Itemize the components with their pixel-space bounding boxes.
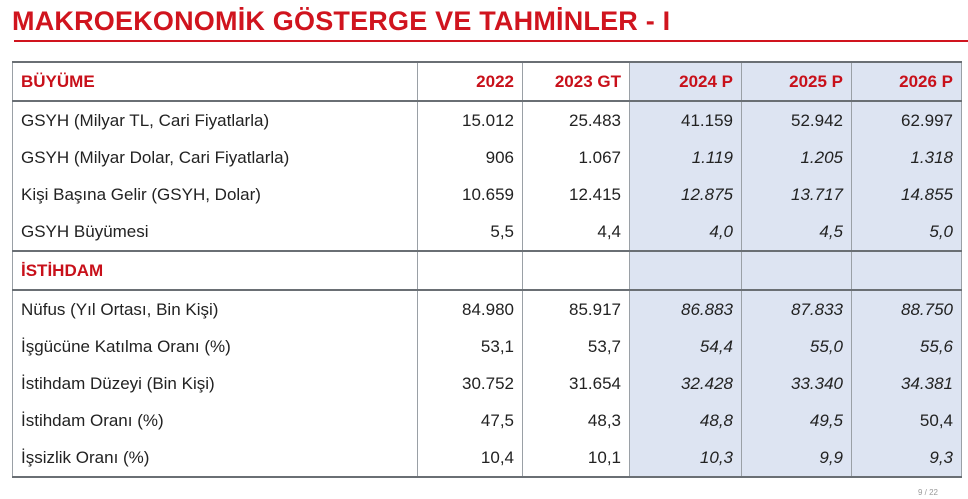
empty-cell (629, 251, 742, 291)
cell-value: 31.654 (522, 365, 630, 402)
row-label: İstihdam Düzeyi (Bin Kişi) (12, 365, 418, 402)
empty-cell (741, 251, 852, 291)
cell-value: 10.659 (417, 176, 523, 213)
cell-value: 48,8 (629, 402, 742, 439)
cell-value: 9,9 (741, 439, 852, 478)
cell-value: 32.428 (629, 365, 742, 402)
cell-value: 54,4 (629, 328, 742, 365)
cell-value: 4,4 (522, 213, 630, 252)
empty-cell (522, 251, 630, 291)
row-label: Kişi Başına Gelir (GSYH, Dolar) (12, 176, 418, 213)
cell-value: 5,0 (851, 213, 962, 252)
cell-value: 906 (417, 139, 523, 176)
cell-value: 48,3 (522, 402, 630, 439)
cell-value: 47,5 (417, 402, 523, 439)
row-label: GSYH (Milyar TL, Cari Fiyatlarla) (12, 101, 418, 139)
cell-value: 12.875 (629, 176, 742, 213)
cell-value: 15.012 (417, 101, 523, 139)
cell-value: 84.980 (417, 290, 523, 328)
cell-value: 41.159 (629, 101, 742, 139)
table-row: GSYH (Milyar Dolar, Cari Fiyatlarla) 906… (12, 139, 962, 176)
table-row: Kişi Başına Gelir (GSYH, Dolar) 10.659 1… (12, 176, 962, 213)
cell-value: 87.833 (741, 290, 852, 328)
year-header: 2023 GT (522, 61, 630, 102)
cell-value: 62.997 (851, 101, 962, 139)
row-label: İstihdam Oranı (%) (12, 402, 418, 439)
cell-value: 88.750 (851, 290, 962, 328)
cell-value: 10,3 (629, 439, 742, 478)
page-number: 9 / 22 (917, 488, 938, 497)
table-row: GSYH Büyümesi 5,5 4,4 4,0 4,5 5,0 (12, 213, 962, 252)
cell-value: 55,6 (851, 328, 962, 365)
cell-value: 5,5 (417, 213, 523, 252)
table-row: GSYH (Milyar TL, Cari Fiyatlarla) 15.012… (12, 101, 962, 139)
cell-value: 4,0 (629, 213, 742, 252)
year-header: 2022 (417, 61, 523, 102)
year-header: 2024 P (629, 61, 742, 102)
macro-indicators-table: BÜYÜME 2022 2023 GT 2024 P 2025 P 2026 P… (12, 61, 962, 478)
cell-value: 10,4 (417, 439, 523, 478)
cell-value: 50,4 (851, 402, 962, 439)
table-row: İstihdam Düzeyi (Bin Kişi) 30.752 31.654… (12, 365, 962, 402)
header-row-buyume: BÜYÜME 2022 2023 GT 2024 P 2025 P 2026 P (12, 61, 962, 102)
cell-value: 52.942 (741, 101, 852, 139)
cell-value: 85.917 (522, 290, 630, 328)
cell-value: 13.717 (741, 176, 852, 213)
cell-value: 86.883 (629, 290, 742, 328)
cell-value: 30.752 (417, 365, 523, 402)
year-header: 2026 P (851, 61, 962, 102)
row-label: GSYH (Milyar Dolar, Cari Fiyatlarla) (12, 139, 418, 176)
cell-value: 4,5 (741, 213, 852, 252)
cell-value: 25.483 (522, 101, 630, 139)
empty-cell (851, 251, 962, 291)
cell-value: 10,1 (522, 439, 630, 478)
header-row-istihdam: İSTİHDAM (12, 251, 962, 291)
table-row: Nüfus (Yıl Ortası, Bin Kişi) 84.980 85.9… (12, 290, 962, 328)
row-label: İşgücüne Katılma Oranı (%) (12, 328, 418, 365)
table-row: İstihdam Oranı (%) 47,5 48,3 48,8 49,5 5… (12, 402, 962, 439)
cell-value: 14.855 (851, 176, 962, 213)
empty-cell (417, 251, 523, 291)
cell-value: 34.381 (851, 365, 962, 402)
cell-value: 55,0 (741, 328, 852, 365)
cell-value: 1.119 (629, 139, 742, 176)
cell-value: 12.415 (522, 176, 630, 213)
cell-value: 1.318 (851, 139, 962, 176)
cell-value: 33.340 (741, 365, 852, 402)
row-label: Nüfus (Yıl Ortası, Bin Kişi) (12, 290, 418, 328)
page-title: MAKROEKONOMİK GÖSTERGE VE TAHMİNLER - I (12, 6, 671, 36)
section-header-buyume: BÜYÜME (12, 61, 418, 102)
row-label: GSYH Büyümesi (12, 213, 418, 252)
section-header-istihdam: İSTİHDAM (12, 251, 418, 291)
row-label: İşsizlik Oranı (%) (12, 439, 418, 478)
table-row: İşsizlik Oranı (%) 10,4 10,1 10,3 9,9 9,… (12, 439, 962, 478)
cell-value: 9,3 (851, 439, 962, 478)
cell-value: 49,5 (741, 402, 852, 439)
cell-value: 1.205 (741, 139, 852, 176)
year-header: 2025 P (741, 61, 852, 102)
title-underline (14, 40, 968, 42)
table-row: İşgücüne Katılma Oranı (%) 53,1 53,7 54,… (12, 328, 962, 365)
cell-value: 53,7 (522, 328, 630, 365)
cell-value: 53,1 (417, 328, 523, 365)
cell-value: 1.067 (522, 139, 630, 176)
